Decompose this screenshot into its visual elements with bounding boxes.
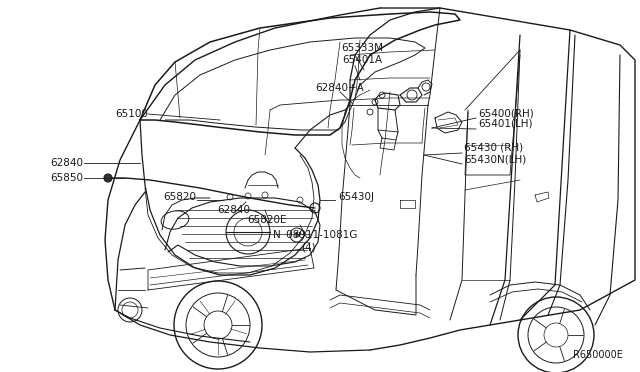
Text: 62840: 62840 bbox=[50, 158, 83, 168]
Text: 65430J: 65430J bbox=[338, 192, 374, 202]
Text: 65333M: 65333M bbox=[341, 43, 383, 53]
Text: 65401(LH): 65401(LH) bbox=[478, 119, 532, 129]
Text: 65401A: 65401A bbox=[342, 55, 382, 65]
Text: 62840: 62840 bbox=[218, 205, 250, 215]
Text: 65430N(LH): 65430N(LH) bbox=[464, 154, 526, 164]
Text: 65850: 65850 bbox=[50, 173, 83, 183]
Text: 65100: 65100 bbox=[115, 109, 148, 119]
Text: 65820E: 65820E bbox=[247, 215, 287, 225]
Text: R650000E: R650000E bbox=[573, 350, 623, 360]
Text: 62840+A: 62840+A bbox=[316, 83, 364, 93]
Text: N: N bbox=[294, 232, 300, 238]
Text: 65400(RH): 65400(RH) bbox=[478, 108, 534, 118]
Text: 65430 (RH): 65430 (RH) bbox=[464, 143, 523, 153]
Text: N  08911-1081G: N 08911-1081G bbox=[273, 230, 357, 240]
Circle shape bbox=[104, 174, 112, 182]
Text: (4): (4) bbox=[301, 242, 316, 252]
Text: 65820: 65820 bbox=[163, 192, 196, 202]
